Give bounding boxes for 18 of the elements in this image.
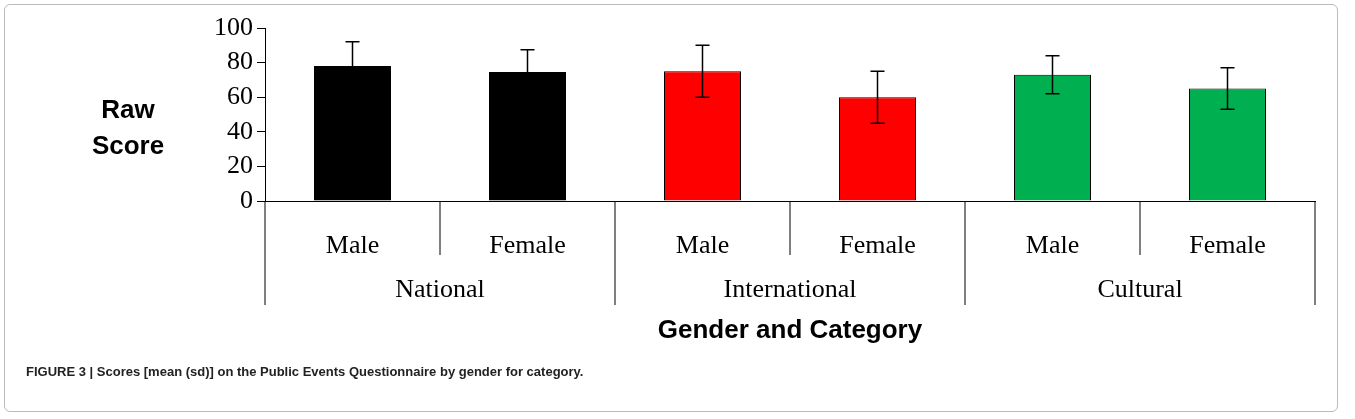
- text: Cultural: [1097, 273, 1183, 303]
- y-axis-title: Raw Score: [91, 94, 165, 161]
- x-tick-label: Male: [675, 230, 730, 260]
- y-tick-label: 80: [227, 46, 253, 76]
- x-tick-label: Male: [1025, 230, 1080, 260]
- x-tick-label: Female: [839, 230, 916, 260]
- y-tick-label: 20: [227, 150, 253, 180]
- x-axis-title: Gender and Category: [657, 314, 923, 345]
- x-tick-label: Female: [1189, 230, 1266, 260]
- text: International: [723, 273, 857, 303]
- x-tick-label: Female: [489, 230, 566, 260]
- y-tick-label: 40: [227, 115, 253, 145]
- caption: FIGURE 3 | Scores [mean (sd)] on the Public Events Questionnaire by gender for category.: [26, 364, 584, 379]
- y-tick-label: 0: [240, 184, 253, 214]
- y-tick-label: 60: [227, 81, 253, 111]
- x-tick-label: Male: [325, 230, 380, 260]
- text: National: [395, 273, 485, 303]
- y-tick-label: 100: [214, 11, 253, 41]
